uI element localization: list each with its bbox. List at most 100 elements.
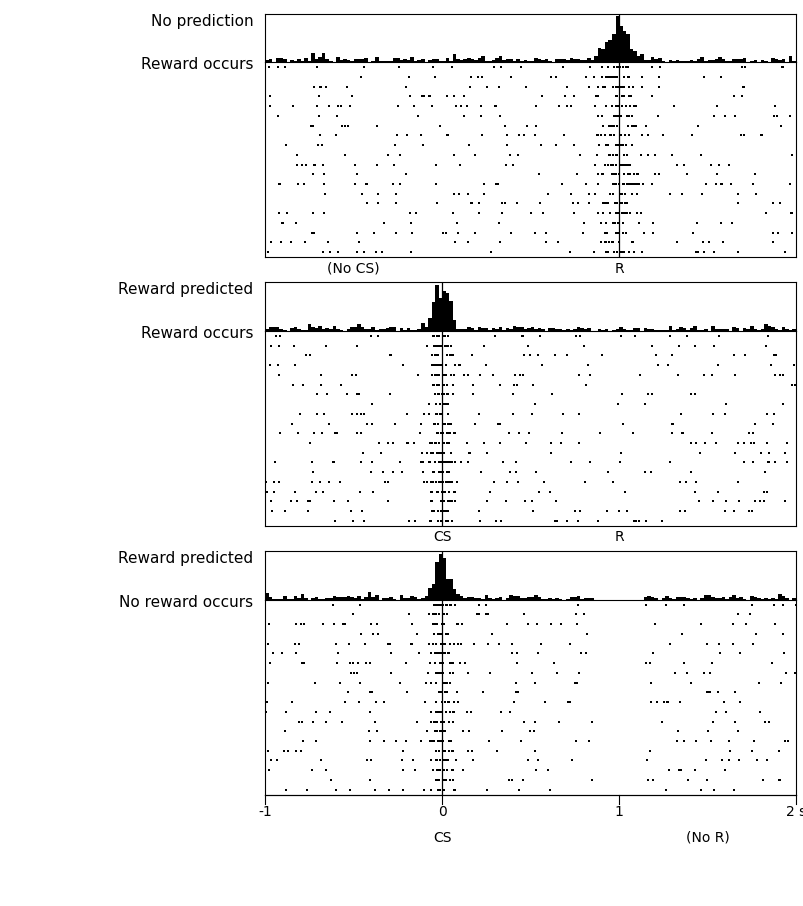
Point <box>632 514 645 528</box>
Point <box>434 504 447 518</box>
Point <box>598 158 611 172</box>
Bar <box>583 60 586 63</box>
Point <box>428 416 441 430</box>
Bar <box>548 328 551 331</box>
Bar <box>714 59 717 63</box>
Point <box>442 734 455 748</box>
Point <box>424 783 437 797</box>
Point <box>426 368 438 382</box>
Point <box>393 675 406 689</box>
Bar <box>410 330 414 331</box>
Point <box>276 216 289 230</box>
Point <box>351 226 364 240</box>
Point <box>435 695 448 709</box>
Point <box>300 783 313 797</box>
Point <box>443 416 456 430</box>
Point <box>428 617 441 631</box>
Point <box>610 109 623 123</box>
Bar <box>438 298 442 331</box>
Bar <box>562 330 565 331</box>
Bar <box>325 328 328 331</box>
Point <box>626 119 638 133</box>
Point <box>611 206 624 220</box>
Point <box>339 119 352 133</box>
Point <box>315 426 328 440</box>
Bar <box>403 330 406 331</box>
Point <box>611 216 624 230</box>
Point <box>430 705 442 719</box>
Point <box>492 436 505 450</box>
Point <box>435 485 448 499</box>
Point <box>442 744 455 758</box>
Point <box>711 636 724 651</box>
Point <box>360 177 373 191</box>
Point <box>488 99 501 113</box>
Point <box>581 627 593 641</box>
Point <box>719 494 732 508</box>
Point <box>577 339 589 353</box>
Bar <box>421 59 424 63</box>
Point <box>438 329 450 343</box>
Point <box>429 358 442 372</box>
Point <box>615 138 628 152</box>
Point <box>449 753 462 767</box>
Point <box>390 99 403 113</box>
Point <box>610 148 623 162</box>
Point <box>440 348 453 362</box>
Point <box>386 465 399 479</box>
Point <box>487 60 499 74</box>
Point <box>439 455 452 469</box>
Point <box>609 89 622 103</box>
Point <box>477 436 490 450</box>
Point <box>601 197 613 211</box>
Point <box>363 685 376 699</box>
Point <box>417 407 430 421</box>
Point <box>734 128 747 142</box>
Bar <box>410 596 414 600</box>
Point <box>702 236 715 250</box>
Point <box>304 455 317 469</box>
Point <box>610 89 623 103</box>
Point <box>441 753 454 767</box>
Point <box>426 329 439 343</box>
Bar <box>315 597 318 600</box>
Point <box>673 504 686 518</box>
Bar <box>555 329 558 331</box>
Point <box>434 724 447 738</box>
Point <box>683 675 696 689</box>
Point <box>441 646 454 660</box>
Point <box>651 358 664 372</box>
Bar <box>474 60 477 63</box>
Point <box>746 436 759 450</box>
Point <box>400 128 413 142</box>
Point <box>481 607 494 622</box>
Point <box>307 206 320 220</box>
Point <box>343 99 356 113</box>
Point <box>360 197 373 211</box>
Point <box>284 236 297 250</box>
Point <box>428 436 441 450</box>
Point <box>467 636 480 651</box>
Point <box>440 339 453 353</box>
Point <box>604 128 617 142</box>
Point <box>443 734 456 748</box>
Point <box>438 773 450 787</box>
Point <box>505 773 518 787</box>
Point <box>297 617 310 631</box>
Point <box>385 646 397 660</box>
Point <box>589 89 602 103</box>
Point <box>700 685 713 699</box>
Point <box>440 426 453 440</box>
Point <box>436 504 449 518</box>
Point <box>477 177 490 191</box>
Point <box>615 387 628 401</box>
Bar <box>467 327 470 331</box>
Point <box>306 763 319 777</box>
Bar <box>633 51 636 63</box>
Point <box>426 475 439 489</box>
Point <box>495 724 507 738</box>
Point <box>525 666 538 680</box>
Point <box>328 426 341 440</box>
Bar <box>699 598 703 600</box>
Point <box>350 407 363 421</box>
